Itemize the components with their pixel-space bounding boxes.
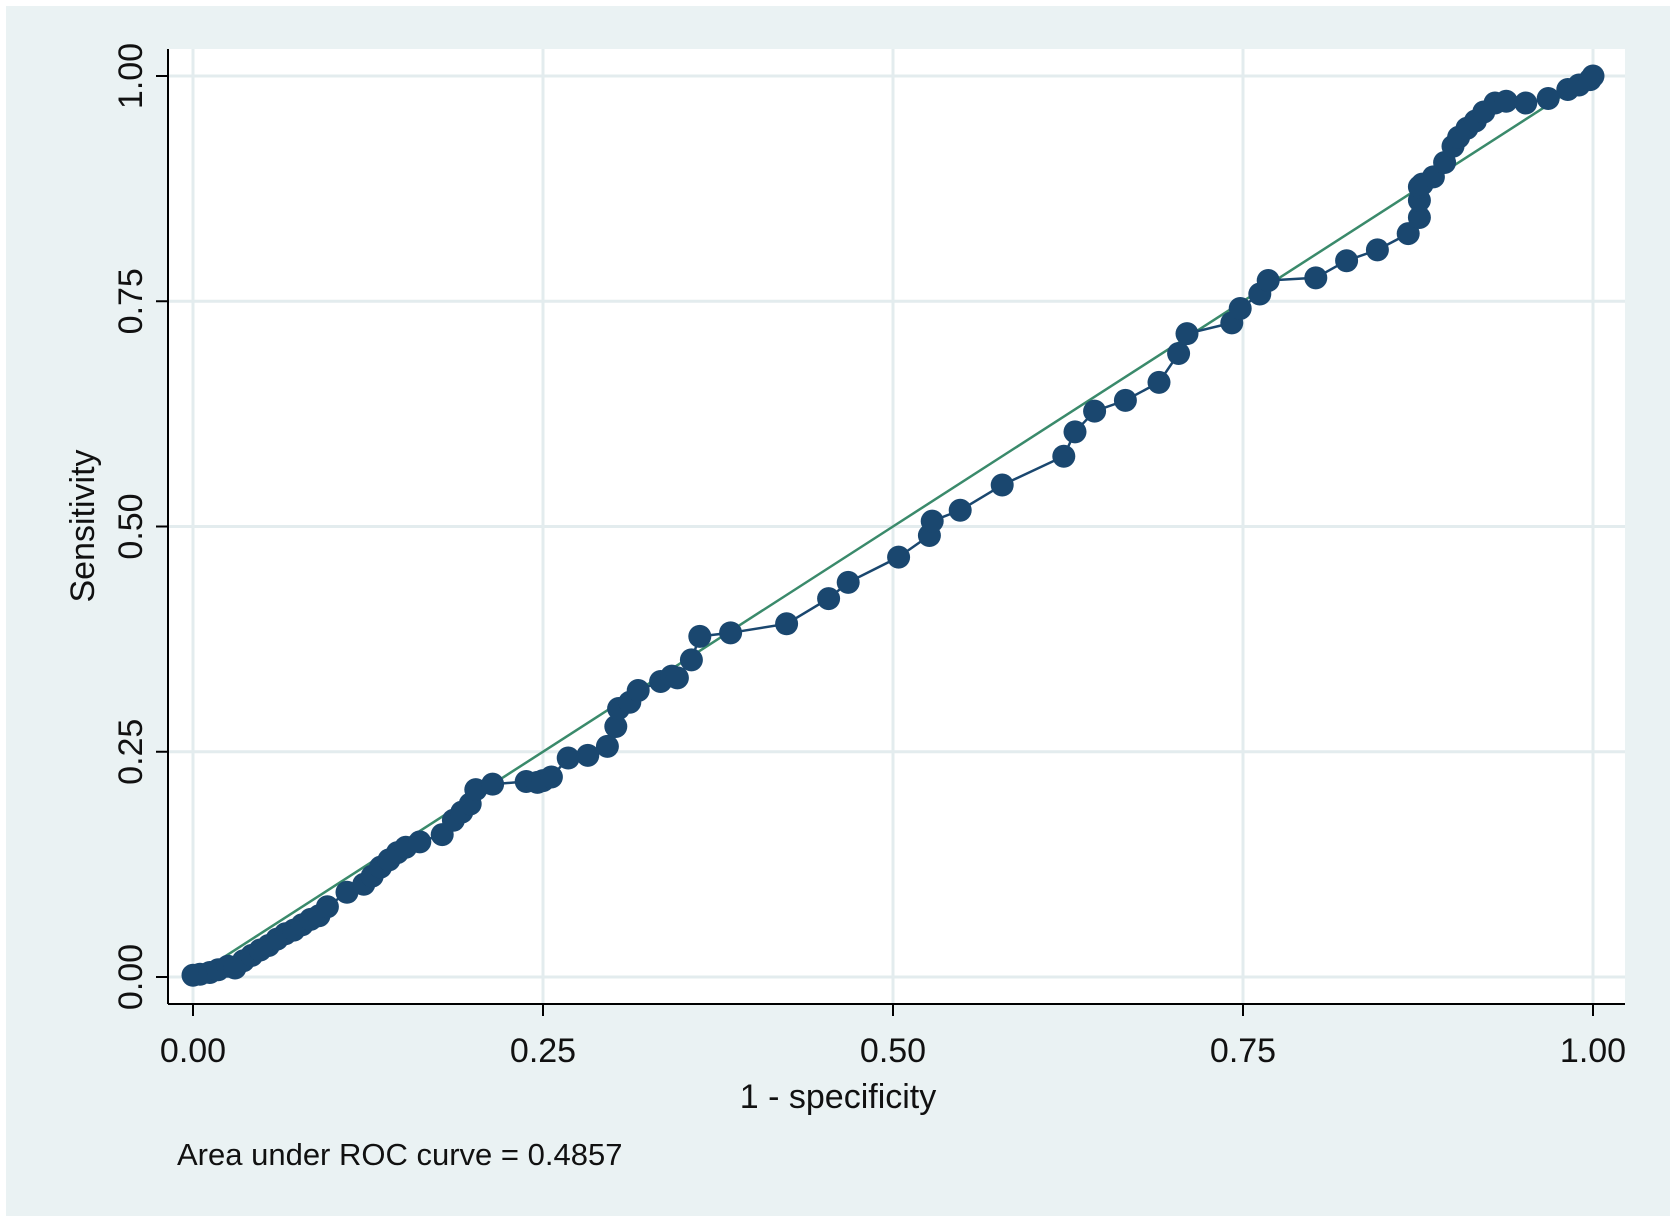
x-tick-label: 0.75 xyxy=(1210,1032,1276,1070)
roc-point xyxy=(1175,322,1199,346)
x-tick-label: 0.50 xyxy=(860,1032,926,1070)
auc-annotation: Area under ROC curve = 0.4857 xyxy=(177,1137,623,1172)
roc-point xyxy=(1147,370,1171,394)
y-axis-title: Sensitivity xyxy=(64,449,102,602)
roc-point xyxy=(920,509,944,533)
roc-point xyxy=(1514,91,1538,115)
roc-point xyxy=(887,545,911,569)
roc-point xyxy=(595,734,619,758)
x-tick-label: 1.00 xyxy=(1560,1032,1626,1070)
roc-point xyxy=(1396,222,1420,246)
roc-point xyxy=(836,570,860,594)
roc-point xyxy=(679,648,703,672)
y-tick-label: 1.00 xyxy=(112,43,150,109)
roc-point xyxy=(948,498,972,522)
roc-point xyxy=(539,765,563,789)
roc-point xyxy=(719,621,743,645)
roc-chart: 0.00 0.25 0.50 0.75 1.00 0.00 0.25 0.50 0.75 1.00… xyxy=(64,43,1626,1116)
roc-point xyxy=(1167,342,1191,366)
x-tick-label: 0.00 xyxy=(160,1032,226,1070)
roc-point xyxy=(1304,266,1328,290)
roc-point xyxy=(1581,64,1605,88)
roc-point xyxy=(817,587,841,611)
roc-point xyxy=(665,666,689,690)
roc-point xyxy=(576,743,600,767)
roc-point xyxy=(775,612,799,636)
roc-point xyxy=(688,624,712,648)
roc-point xyxy=(556,746,580,770)
y-tick-label: 0.50 xyxy=(112,493,150,559)
roc-point xyxy=(1536,87,1560,111)
roc-point xyxy=(626,678,650,702)
reference-line xyxy=(192,74,1594,979)
roc-point xyxy=(1052,444,1076,468)
roc-point xyxy=(1113,388,1137,412)
chart-figure: 0.00 0.25 0.50 0.75 1.00 0.00 0.25 0.50 0.75 1.00… xyxy=(6,6,1670,1216)
roc-point xyxy=(408,830,432,854)
y-tick-label: 0.75 xyxy=(112,268,150,334)
roc-point xyxy=(315,895,339,919)
roc-point xyxy=(1335,249,1359,273)
roc-point xyxy=(1494,89,1518,113)
roc-point xyxy=(1407,205,1431,229)
roc-point xyxy=(1256,269,1280,293)
y-tick-label: 0.00 xyxy=(112,944,150,1010)
y-tick-label: 0.25 xyxy=(112,719,150,785)
x-tick-label: 0.25 xyxy=(510,1032,576,1070)
roc-point xyxy=(990,473,1014,497)
roc-point xyxy=(481,772,505,796)
roc-point xyxy=(1228,296,1252,320)
roc-point xyxy=(1365,238,1389,262)
roc-point xyxy=(1063,420,1087,444)
x-axis-title: 1 - specificity xyxy=(740,1078,937,1116)
roc-point xyxy=(1083,399,1107,423)
roc-point xyxy=(604,715,628,739)
